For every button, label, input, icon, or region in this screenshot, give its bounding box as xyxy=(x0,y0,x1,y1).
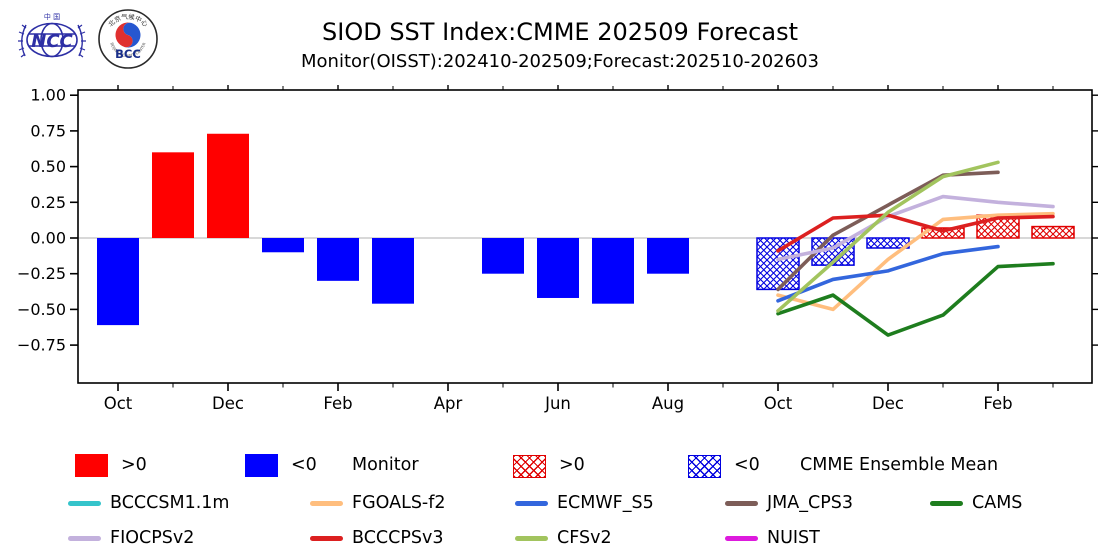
y-tick-label: 0.00 xyxy=(30,229,66,248)
legend-monitor-label: Monitor xyxy=(352,455,419,475)
legend-model-bcccsm11m: BCCCSM1.1m xyxy=(68,493,229,513)
legend-cmme-pos-label: >0 xyxy=(559,455,585,475)
cmme-bar xyxy=(1031,225,1075,239)
legend-model-jma-cps3: JMA_CPS3 xyxy=(725,493,853,513)
y-tick-label: 1.00 xyxy=(30,86,66,105)
axis-ticks xyxy=(70,85,1098,391)
model-line-FIOCPSv2 xyxy=(776,194,1055,262)
legend-model-cfsv2: CFSv2 xyxy=(515,528,612,548)
y-tick-label: −0.25 xyxy=(17,264,66,283)
model-line-BCCCPSv3 xyxy=(776,213,1055,253)
monitor-bar xyxy=(207,133,249,238)
y-tick-label: 0.25 xyxy=(30,193,66,212)
legend-model-nuist: NUIST xyxy=(725,528,820,548)
x-axis-tick-labels: Oct Dec Feb Apr Jun Aug Oct Dec Feb xyxy=(104,394,1013,413)
monitor-bar xyxy=(647,238,689,274)
x-tick-label: Oct xyxy=(764,394,793,413)
jma-cps3-line-swatch xyxy=(725,500,758,506)
x-tick-label: Feb xyxy=(323,394,352,413)
chart-plot-area: Oct Dec Feb Apr Jun Aug Oct Dec Feb 1.00 0.75 0.50… xyxy=(17,85,1098,413)
y-tick-label: −0.50 xyxy=(17,300,66,319)
model-forecast-lines xyxy=(776,160,1055,337)
ncc-logo-text: NCC xyxy=(31,31,73,52)
bcccsm11m-line-swatch xyxy=(68,500,101,506)
page-title: SIOD SST Index:CMME 202509 Forecast xyxy=(322,18,798,46)
monitor-bar xyxy=(482,238,524,274)
fiocpsv2-line-swatch xyxy=(68,535,101,541)
x-tick-label: Apr xyxy=(434,394,463,413)
model-line-FGOALS-f2 xyxy=(776,211,1055,312)
x-tick-label: Jun xyxy=(544,394,571,413)
legend-monitor-neg-swatch xyxy=(245,453,278,477)
legend-cmme-neg-swatch xyxy=(688,454,721,478)
legend-model-cams: CAMS xyxy=(930,493,1022,513)
x-tick-label: Aug xyxy=(652,394,684,413)
bcc-logo-text: BCC xyxy=(115,47,141,61)
legend-monitor-pos-swatch xyxy=(75,453,108,477)
monitor-bar xyxy=(537,238,579,298)
legend-cmme-pos-swatch xyxy=(513,454,546,478)
fgoals-f2-line-swatch xyxy=(310,500,343,506)
model-line-ECMWF_S5 xyxy=(776,244,1000,303)
ncc-logo: 中 国 NCC xyxy=(18,12,86,58)
legend-model-bcccpsv3: BCCCPSv3 xyxy=(310,528,444,548)
model-line-CAMS xyxy=(776,261,1055,337)
cfsv2-line-swatch xyxy=(515,535,548,541)
legend-model-fgoals-f2: FGOALS-f2 xyxy=(310,493,446,513)
cmme-bar xyxy=(756,237,800,291)
x-tick-label: Feb xyxy=(983,394,1012,413)
legend-monitor-pos-label: >0 xyxy=(121,455,147,475)
bcc-logo: 北京气候中心 BEIJING CLIMATE CENTER BCC xyxy=(98,9,158,69)
legend-cmme-label: CMME Ensemble Mean xyxy=(800,455,999,475)
ncc-logo-cn: 中 国 xyxy=(44,12,60,21)
bcc-swirl-icon xyxy=(115,22,141,48)
axes-frame xyxy=(77,89,1093,384)
legend-model-fiocpsv2: FIOCPSv2 xyxy=(68,528,194,548)
x-tick-label: Dec xyxy=(872,394,904,413)
x-tick-label: Oct xyxy=(104,394,133,413)
monitor-bar xyxy=(97,238,139,326)
y-tick-label: −0.75 xyxy=(17,336,66,355)
monitor-bar xyxy=(262,238,304,253)
legend-model-ecmwf-s5: ECMWF_S5 xyxy=(515,493,654,513)
y-axis-tick-labels: 1.00 0.75 0.50 0.25 0.00 −0.25 −0.50 −0.75 xyxy=(17,86,66,355)
monitor-bar xyxy=(317,238,359,281)
monitor-bar xyxy=(592,238,634,304)
bcccpsv3-line-swatch xyxy=(310,535,343,541)
plot-frame xyxy=(77,89,1093,384)
monitor-bar xyxy=(152,152,194,238)
model-line-CFSv2 xyxy=(776,160,1000,313)
x-tick-label: Dec xyxy=(212,394,244,413)
ecmwf-s5-line-swatch xyxy=(515,500,548,506)
y-tick-label: 0.75 xyxy=(30,121,66,140)
legend-monitor-neg-label: <0 xyxy=(291,455,317,475)
cmme-bar xyxy=(866,237,910,249)
monitor-bar xyxy=(372,238,414,304)
monitor-bars xyxy=(97,133,689,326)
legend-cmme-neg-label: <0 xyxy=(734,455,760,475)
y-tick-label: 0.50 xyxy=(30,157,66,176)
cams-line-swatch xyxy=(930,500,963,506)
page-subtitle: Monitor(OISST):202410-202509;Forecast:20… xyxy=(301,51,819,72)
nuist-line-swatch xyxy=(725,535,758,541)
